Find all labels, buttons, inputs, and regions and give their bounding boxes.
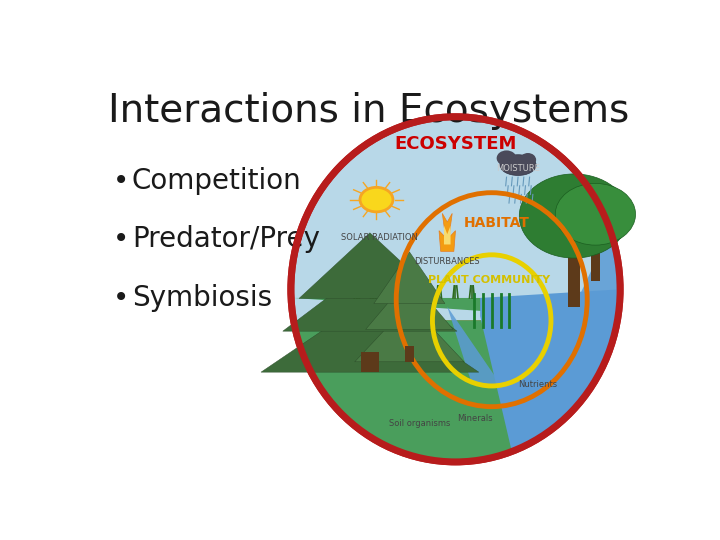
Text: ECOSYSTEM: ECOSYSTEM: [395, 136, 517, 153]
Ellipse shape: [519, 174, 629, 258]
Text: HABITAT: HABITAT: [464, 215, 529, 230]
Text: •: •: [112, 167, 129, 195]
Text: MOISTURE: MOISTURE: [496, 164, 540, 173]
Ellipse shape: [520, 153, 536, 167]
Ellipse shape: [291, 117, 620, 462]
Text: Competition: Competition: [132, 167, 302, 195]
Polygon shape: [480, 289, 620, 451]
Polygon shape: [447, 231, 620, 439]
Text: •: •: [112, 284, 129, 312]
Text: Predator/Prey: Predator/Prey: [132, 225, 320, 253]
Text: DISTURBANCES: DISTURBANCES: [415, 257, 480, 266]
Ellipse shape: [500, 155, 536, 176]
Polygon shape: [261, 299, 479, 372]
Polygon shape: [568, 255, 580, 307]
Polygon shape: [355, 303, 464, 362]
Polygon shape: [591, 243, 600, 281]
Text: PLANT COMMUNITY: PLANT COMMUNITY: [428, 275, 550, 285]
Polygon shape: [283, 266, 457, 331]
Text: Minerals: Minerals: [457, 414, 493, 423]
Polygon shape: [361, 353, 379, 372]
Polygon shape: [439, 213, 456, 251]
Ellipse shape: [497, 151, 516, 166]
Polygon shape: [444, 226, 451, 245]
Text: Soil organisms: Soil organisms: [389, 420, 450, 428]
Text: Symbiosis: Symbiosis: [132, 284, 272, 312]
Polygon shape: [299, 233, 441, 299]
Text: •: •: [112, 225, 129, 253]
Polygon shape: [366, 278, 453, 329]
Polygon shape: [374, 252, 445, 303]
Polygon shape: [405, 346, 414, 362]
Text: SOLAR RADIATION: SOLAR RADIATION: [341, 233, 418, 242]
Text: Nutrients: Nutrients: [518, 380, 557, 389]
Circle shape: [360, 187, 393, 212]
Polygon shape: [293, 319, 618, 462]
Ellipse shape: [555, 184, 636, 245]
Text: Interactions in Ecosystems: Interactions in Ecosystems: [109, 92, 629, 130]
Polygon shape: [291, 259, 620, 462]
